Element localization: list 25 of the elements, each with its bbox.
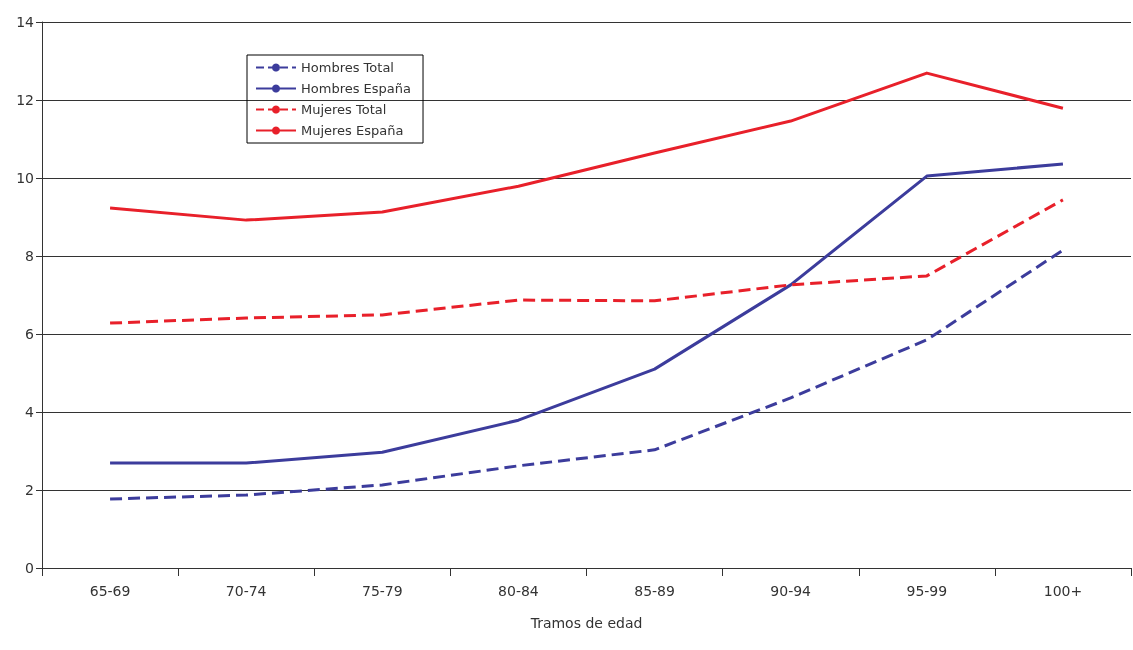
y-tick-label: 12 xyxy=(16,92,34,108)
line-series xyxy=(108,198,1065,325)
legend-label: Mujeres España xyxy=(301,123,404,138)
x-tick-label: 90-94 xyxy=(770,583,812,599)
line-series xyxy=(108,71,1065,222)
line-series xyxy=(108,162,1065,465)
x-tick-label: 95-99 xyxy=(906,583,948,599)
legend-label: Mujeres Total xyxy=(301,102,387,117)
y-tick-label: 4 xyxy=(25,404,35,420)
x-axis-title: Tramos de edad xyxy=(529,615,643,631)
x-tick-label: 80-84 xyxy=(498,583,539,599)
x-tick-label: 100+ xyxy=(1043,583,1083,599)
y-tick-label: 2 xyxy=(25,482,34,498)
y-tick-label: 14 xyxy=(16,14,35,30)
x-tick-label: 65-69 xyxy=(89,583,131,599)
x-tick-label: 85-89 xyxy=(634,583,675,599)
legend-label: Hombres España xyxy=(301,81,412,96)
y-tick-label: 10 xyxy=(16,170,34,186)
y-tick-label: 6 xyxy=(25,326,35,342)
legend-label: Hombres Total xyxy=(301,60,394,75)
y-tick-label: 0 xyxy=(25,560,34,576)
line-series xyxy=(108,248,1065,501)
x-tick-label: 75-79 xyxy=(361,583,403,599)
y-tick-label: 8 xyxy=(25,248,34,264)
x-tick-label: 70-74 xyxy=(225,583,267,599)
